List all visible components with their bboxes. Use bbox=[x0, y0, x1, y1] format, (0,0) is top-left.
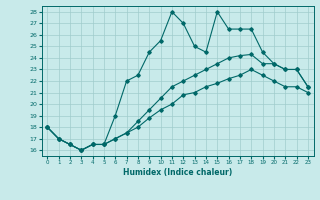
X-axis label: Humidex (Indice chaleur): Humidex (Indice chaleur) bbox=[123, 168, 232, 177]
